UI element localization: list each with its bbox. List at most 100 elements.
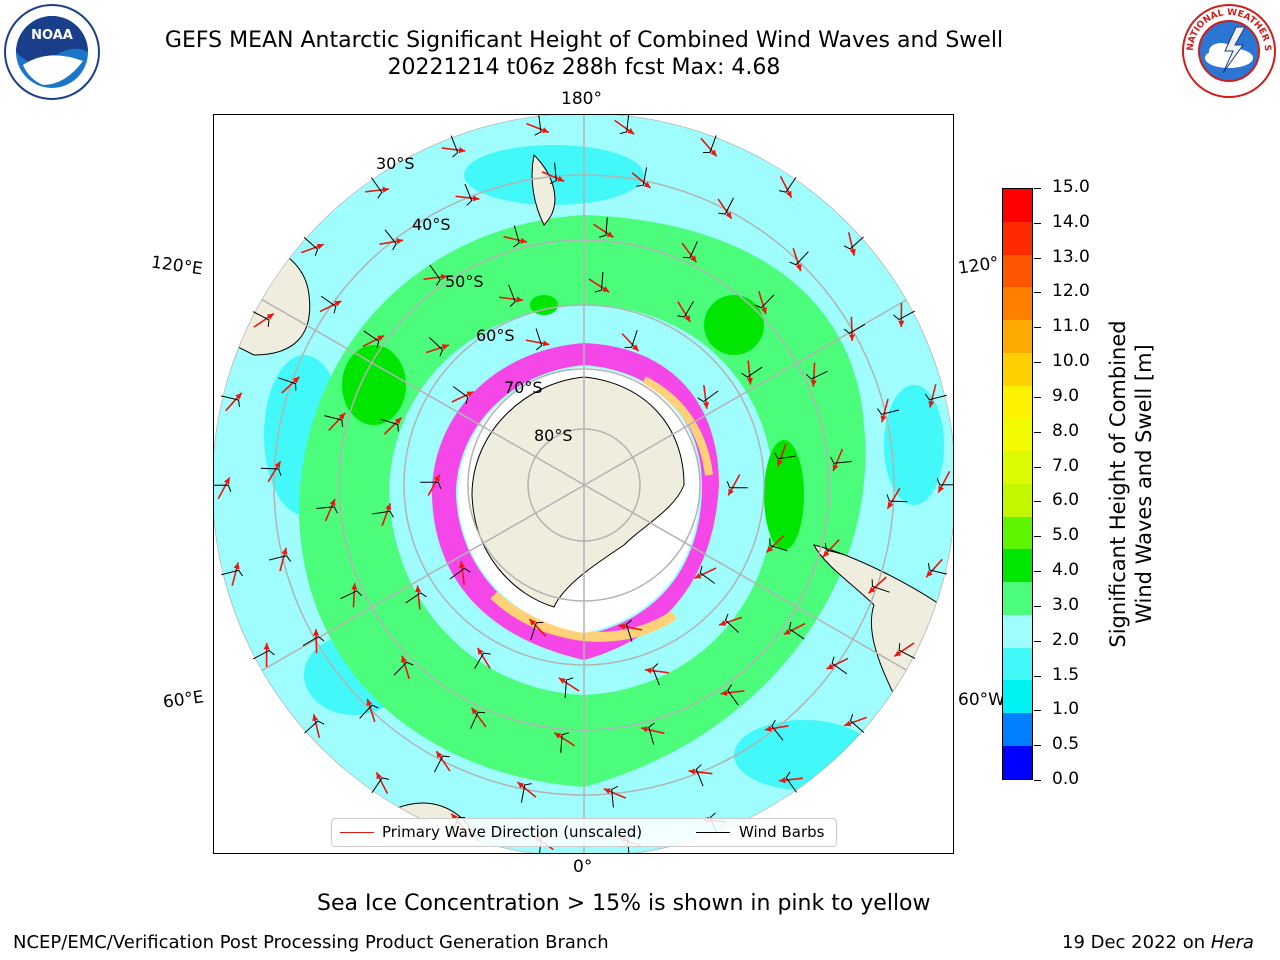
wave-arrow-head	[558, 677, 566, 684]
wave-arrow-head	[396, 238, 404, 245]
colorbar-tick-label: 13.0	[1052, 246, 1090, 267]
wave-arrow-head	[783, 628, 791, 635]
colorbar-band	[1003, 582, 1032, 615]
wave-arrow-head	[761, 307, 767, 315]
wind-barb	[769, 538, 788, 552]
colorbar-band	[1003, 516, 1032, 550]
lat-label-40s: 40°S	[412, 215, 451, 234]
wind-barb	[619, 115, 630, 135]
wave-arrow-head	[292, 376, 300, 384]
wave-patch-4-5m	[342, 345, 406, 425]
lon-label-60w: 60°W	[958, 690, 1005, 710]
wave-arrow-head	[520, 237, 528, 244]
wind-barb	[652, 663, 660, 686]
colorbar-band	[1003, 614, 1032, 648]
wind-barb	[320, 295, 337, 314]
primary-wave-label: Primary Wave Direction (unscaled)	[382, 823, 643, 841]
colorbar-title: Significant Height of Combined Wind Wave…	[1106, 320, 1156, 648]
colorbar-tick	[1034, 222, 1041, 224]
wave-arrow-head	[719, 620, 727, 626]
colorbar-band	[1003, 418, 1032, 452]
colorbar-band	[1003, 746, 1032, 779]
wind-barb	[624, 329, 638, 349]
wave-arrow-head	[848, 334, 855, 341]
wave-arrow-head	[274, 461, 281, 469]
colorbar-band	[1003, 221, 1032, 255]
wind-barb	[771, 719, 784, 741]
wind-barbs-swatch	[696, 832, 730, 833]
colorbar	[1002, 188, 1033, 780]
wind-barb	[893, 310, 916, 321]
wind-barb	[779, 176, 797, 193]
wave-arrow-head	[401, 655, 407, 663]
wave-arrow-head	[266, 313, 274, 320]
wind-barb	[520, 783, 532, 803]
wind-barbs-label: Wind Barbs	[739, 823, 825, 841]
wind-barb	[371, 177, 383, 199]
wind-barb	[824, 542, 844, 555]
wind-barb	[429, 264, 441, 286]
wave-arrow-head	[557, 175, 565, 182]
wave-arrow-head	[263, 642, 270, 650]
wind-barb	[393, 661, 414, 676]
wind-barb	[380, 418, 399, 432]
wind-barb	[405, 592, 427, 604]
wave-arrow-head	[434, 474, 440, 482]
wind-barb	[702, 135, 717, 153]
wind-barb	[805, 370, 828, 380]
svg-text:NOAA: NOAA	[31, 28, 73, 43]
wave-arrow-head	[826, 663, 834, 669]
wind-barb	[699, 566, 716, 584]
wave-arrow-head	[541, 127, 549, 133]
wave-arrow-head	[529, 618, 536, 626]
wave-arrow-head	[366, 698, 373, 706]
wave-arrow-head	[316, 243, 324, 250]
wind-barb	[677, 301, 694, 318]
colorbar-tick	[1034, 292, 1041, 294]
wind-barb	[648, 722, 655, 745]
wind-barb	[560, 732, 569, 753]
wind-barb	[534, 115, 542, 136]
wave-arrow-head	[690, 255, 697, 263]
wave-arrow-head	[377, 335, 385, 342]
wind-barb	[530, 621, 544, 641]
colorbar-band	[1003, 549, 1032, 583]
wave-arrow-head	[785, 190, 792, 198]
colorbar-tick-label: 7.0	[1052, 455, 1080, 476]
lat-label-70s: 70°S	[504, 378, 543, 397]
wave-arrow-head	[822, 550, 830, 558]
wave-patch-4-5m	[530, 295, 558, 315]
colorbar-tick	[1034, 501, 1041, 503]
colorbar-tick-label: 10.0	[1052, 351, 1090, 372]
colorbar-tick-label: 0.0	[1052, 769, 1080, 789]
colorbar-tick-label: 2.0	[1052, 629, 1080, 650]
colorbar-tick	[1034, 745, 1041, 747]
footer-host: Hera	[1210, 932, 1254, 953]
wind-barb	[464, 183, 473, 206]
wind-barb	[724, 613, 739, 633]
colorbar-tick	[1034, 431, 1041, 433]
colorbar-band	[1003, 385, 1032, 419]
wind-barb	[754, 294, 775, 309]
wind-barb	[278, 377, 297, 391]
wave-arrow-head	[926, 570, 933, 578]
wave-arrow-head	[606, 231, 614, 238]
wave-arrow-head	[938, 485, 944, 493]
wave-arrow-head	[602, 286, 610, 293]
lon-label-60e: 60°E	[161, 687, 206, 713]
lon-label-120w: 120°	[956, 253, 1001, 279]
wind-barb	[843, 236, 864, 250]
wave-arrow-head	[844, 720, 852, 727]
wind-barb	[727, 684, 739, 706]
colorbar-tick	[1034, 396, 1041, 398]
colorbar-tick-label: 4.0	[1052, 560, 1080, 581]
map-panel: 30°S 40°S 50°S 60°S 70°S 80°S	[213, 114, 954, 854]
wave-arrow-head	[466, 391, 474, 398]
wind-barb	[221, 569, 244, 577]
wave-arrow-head	[720, 689, 728, 696]
colorbar-band	[1003, 713, 1032, 747]
wind-barb	[683, 241, 698, 259]
nws-logo: NATIONAL WEATHER SERVICE	[1178, 0, 1277, 99]
wind-barb	[788, 621, 805, 640]
colorbar-tick	[1034, 571, 1041, 573]
